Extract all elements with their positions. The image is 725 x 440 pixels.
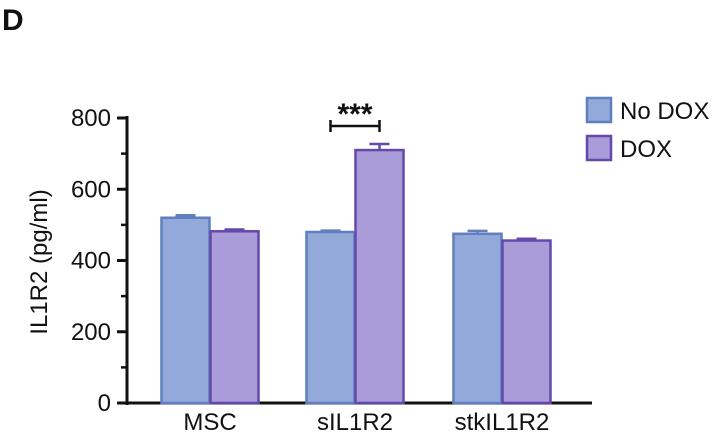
bar [160,216,211,405]
bar [305,230,356,405]
x-tick-label: MSC [183,409,236,435]
bar [452,232,503,405]
legend-entry: DOX [620,136,672,163]
x-tick-label: sIL1R2 [317,409,393,435]
bar [501,239,552,405]
legend-entry: No DOX [620,98,709,125]
y-tick-label: 400 [71,248,111,275]
y-tick-label: 0 [98,390,111,417]
panel-label: D [2,4,24,37]
y-tick-label: 600 [71,176,111,203]
legend: No DOX DOX [585,96,709,163]
legend-swatch [585,96,613,124]
bar [354,148,405,405]
significance-stars: *** [337,98,372,131]
bars [160,142,552,405]
legend-swatch [585,134,613,162]
y-axis-label: IL1R2 (pg/ml) [26,189,53,334]
y-tick-label: 200 [71,319,111,346]
bar [209,230,260,405]
y-tick-labels: 0 200 400 600 800 [71,105,111,417]
significance-annotation: *** [329,98,381,132]
y-tick-label: 800 [71,105,111,132]
x-tick-label: stkIL1R2 [455,409,550,435]
x-tick-labels: MSC sIL1R2 stkIL1R2 [183,409,550,436]
